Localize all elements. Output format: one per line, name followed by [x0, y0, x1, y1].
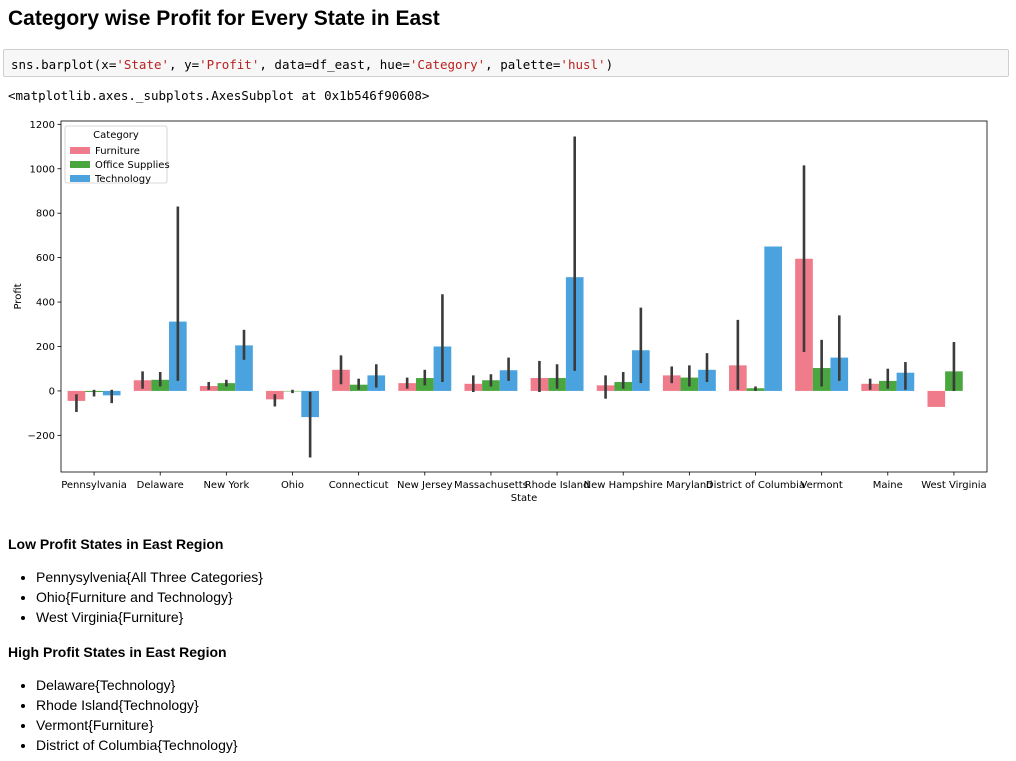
bar	[217, 383, 236, 391]
legend-label: Technology	[94, 174, 151, 185]
plot-frame	[60, 120, 988, 473]
x-tick-label: Rhode Island	[525, 480, 590, 491]
code-x-arg: 'State'	[116, 57, 170, 72]
list-item: Rhode Island{Technology}	[36, 695, 238, 715]
legend-swatch	[70, 175, 90, 182]
x-axis-label: State	[511, 493, 537, 504]
x-tick-label: Connecticut	[329, 480, 389, 491]
x-tick-label: Delaware	[137, 480, 184, 491]
y-tick-label: 1200	[30, 120, 55, 131]
code-sep2: , data=df_east, hue=	[259, 57, 410, 72]
legend-swatch	[70, 147, 90, 154]
y-tick-label: 0	[49, 386, 55, 397]
bar	[927, 390, 946, 407]
code-sep3: , palette=	[485, 57, 561, 72]
x-tick-label: New Hampshire	[584, 480, 663, 491]
code-line: sns.barplot(x='State', y='Profit', data=…	[11, 57, 613, 72]
x-tick-label: Ohio	[281, 480, 304, 491]
x-tick-label: Maryland	[666, 480, 712, 491]
code-palette-arg: 'husl'	[560, 57, 606, 72]
low-profit-list: Pennysylvenia{All Three Categories} Ohio…	[0, 567, 263, 627]
legend-swatch	[70, 161, 90, 168]
list-item: Vermont{Furniture}	[36, 715, 238, 735]
code-prefix: sns.barplot(x=	[11, 57, 117, 72]
code-y-arg: 'Profit'	[199, 57, 260, 72]
y-tick-label: −200	[28, 431, 55, 442]
list-item: District of Columbia{Technology}	[36, 735, 238, 755]
y-tick-label: 200	[36, 342, 55, 353]
x-tick-label: Maine	[873, 480, 903, 491]
code-suffix: )	[605, 57, 614, 72]
x-tick-label: Massachusetts	[454, 480, 528, 491]
x-tick-label: New Jersey	[397, 480, 453, 491]
list-item: Pennysylvenia{All Three Categories}	[36, 567, 263, 587]
cell-output: <matplotlib.axes._subplots.AxesSubplot a…	[8, 88, 430, 103]
legend-title: Category	[93, 130, 139, 141]
y-axis-label: Profit	[13, 283, 24, 309]
x-tick-label: Pennsylvania	[61, 480, 127, 491]
low-profit-heading: Low Profit States in East Region	[8, 536, 224, 552]
x-tick-label: District of Columbia	[706, 480, 805, 491]
x-tick-label: Vermont	[801, 480, 843, 491]
code-hue-arg: 'Category'	[409, 57, 486, 72]
legend-box	[64, 125, 168, 184]
high-profit-list: Delaware{Technology} Rhode Island{Techno…	[0, 675, 238, 755]
page-title: Category wise Profit for Every State in …	[8, 7, 440, 30]
y-tick-label: 1000	[30, 164, 55, 175]
bar	[764, 246, 782, 391]
list-item: Ohio{Furniture and Technology}	[36, 587, 263, 607]
legend-label: Furniture	[95, 146, 140, 157]
list-item: West Virginia{Furniture}	[36, 607, 263, 627]
high-profit-heading: High Profit States in East Region	[8, 644, 227, 660]
list-item: Delaware{Technology}	[36, 675, 238, 695]
y-tick-label: 400	[36, 298, 55, 309]
x-tick-label: West Virginia	[921, 480, 986, 491]
code-sep1: , y=	[169, 57, 200, 72]
code-cell[interactable]: sns.barplot(x='State', y='Profit', data=…	[3, 49, 1009, 77]
y-tick-label: 600	[36, 253, 55, 264]
bar	[235, 345, 253, 391]
legend-label: Office Supplies	[95, 160, 170, 171]
bar-chart: −200 0 200 400 600 800 1000 1200 Pennsylvania Del…	[13, 120, 988, 504]
y-tick-label: 800	[36, 209, 55, 220]
x-tick-label: New York	[203, 480, 249, 491]
